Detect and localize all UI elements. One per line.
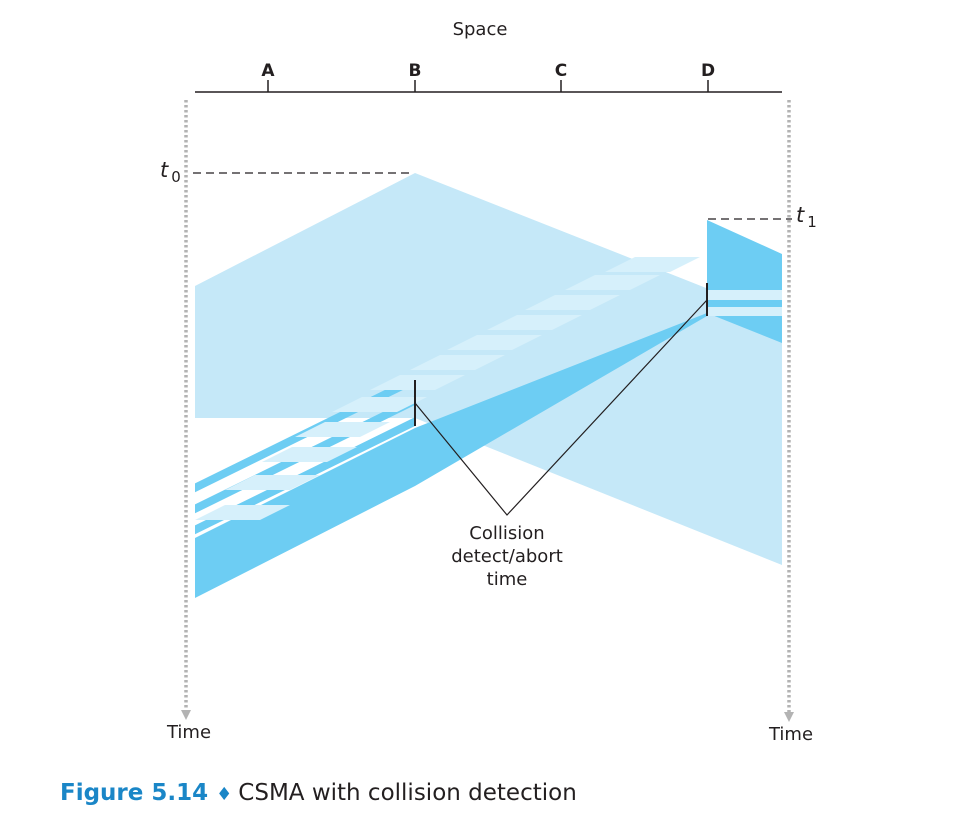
diamond-icon: ♦ <box>216 784 233 805</box>
node-label-a: A <box>261 61 275 81</box>
annotation-leader-lines <box>414 299 708 516</box>
space-label: Space <box>453 19 508 40</box>
node-label-d: D <box>701 61 715 81</box>
transmission-wedge-d <box>195 220 782 598</box>
figure-number: Figure 5.14 <box>60 780 209 806</box>
figure-title: CSMA with collision detection <box>238 780 577 806</box>
time-label-left: Time <box>166 722 211 743</box>
collision-annotation-line-3: time <box>487 569 528 590</box>
node-label-b: B <box>409 61 422 81</box>
time-arrow-right-icon <box>784 712 794 722</box>
figure-caption: Figure 5.14 ♦ CSMA with collision detectio… <box>60 780 577 806</box>
stripes <box>195 257 782 520</box>
collision-annotation-line-1: Collision <box>469 523 544 544</box>
collision-annotation-line-2: detect/abort <box>451 546 563 567</box>
time-arrow-left-icon <box>181 710 191 720</box>
time-label-right: Time <box>768 724 813 745</box>
node-label-c: C <box>555 61 567 81</box>
